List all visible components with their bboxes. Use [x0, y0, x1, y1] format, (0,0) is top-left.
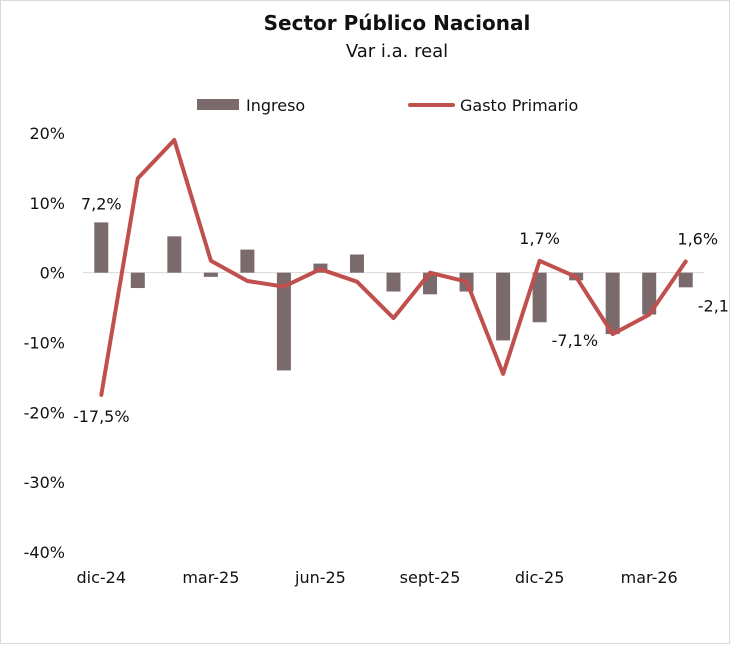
x-tick-label: jun-25 — [294, 568, 346, 587]
data-label: -17,5% — [73, 407, 130, 426]
y-tick-label: -20% — [24, 403, 65, 422]
legend-swatch-ingreso — [197, 99, 239, 110]
x-tick-label: dic-25 — [515, 568, 565, 587]
x-tick-label: dic-24 — [76, 568, 126, 587]
legend-label-gasto-primario: Gasto Primario — [460, 96, 578, 115]
y-axis: 20% 10% 0% -10% -20% -30% -40% — [24, 124, 65, 562]
x-tick-label: mar-26 — [621, 568, 678, 587]
data-label: 1,6% — [677, 229, 718, 248]
y-tick-label: -30% — [24, 473, 65, 492]
gasto-primario-series — [101, 140, 686, 395]
chart-subtitle: Var i.a. real — [346, 41, 448, 62]
y-tick-label: 10% — [29, 194, 65, 213]
ingreso-bar — [679, 273, 693, 288]
y-tick-label: 20% — [29, 124, 65, 143]
x-tick-label: mar-25 — [182, 568, 239, 587]
legend-label-ingreso: Ingreso — [246, 96, 305, 115]
ingreso-bar — [387, 273, 401, 292]
chart-title: Sector Público Nacional — [264, 11, 531, 35]
ingreso-bars — [94, 222, 692, 370]
data-label: -2,1% — [698, 296, 729, 315]
ingreso-bar — [167, 236, 181, 272]
ingreso-bar — [131, 273, 145, 288]
x-axis: dic-24 mar-25 jun-25 sept-25 dic-25 mar-26 — [76, 568, 677, 587]
gasto-primario-line — [101, 140, 685, 395]
data-label: 1,7% — [519, 229, 560, 248]
data-label: 7,2% — [81, 194, 122, 213]
ingreso-bar — [496, 273, 510, 341]
ingreso-bar — [204, 273, 218, 277]
legend: Ingreso Gasto Primario — [197, 96, 578, 115]
y-tick-label: -10% — [24, 334, 65, 353]
ingreso-bar — [94, 222, 108, 272]
ingreso-bar — [240, 250, 254, 273]
y-tick-label: -40% — [24, 543, 65, 562]
y-tick-label: 0% — [40, 264, 65, 283]
x-tick-label: sept-25 — [400, 568, 461, 587]
ingreso-bar — [350, 255, 364, 273]
data-label: -7,1% — [552, 331, 598, 350]
